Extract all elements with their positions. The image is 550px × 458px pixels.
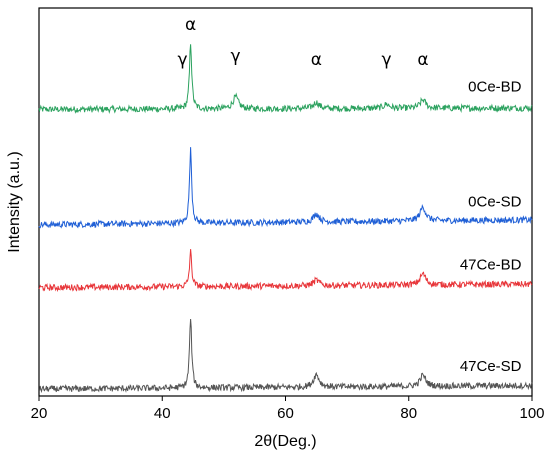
peak-annotation: α: [417, 50, 428, 70]
x-tick-label: 80: [400, 405, 417, 422]
series-label: 47Ce-BD: [460, 257, 522, 274]
x-axis-title: 2θ(Deg.): [254, 433, 316, 450]
peak-annotation: γ: [231, 47, 241, 67]
peak-annotation: γ: [382, 50, 392, 70]
series-label: 0Ce-SD: [468, 194, 522, 211]
series-layer: [38, 44, 533, 394]
x-tick-label: 100: [519, 405, 544, 422]
series-line-47ce-bd: [38, 249, 533, 293]
peak-annotation: α: [311, 50, 322, 70]
x-tick-label: 60: [277, 405, 294, 422]
peak-annotations: αγ γ α γ α: [178, 15, 429, 70]
series-line-0ce-bd: [38, 44, 533, 114]
peak-annotation: α: [185, 15, 196, 35]
x-tick-label: 40: [154, 405, 171, 422]
plot-frame: [38, 7, 533, 397]
series-label: 47Ce-SD: [460, 358, 522, 375]
series-labels: 0Ce-BD 0Ce-SD 47Ce-BD 47Ce-SD: [460, 78, 522, 375]
series-line-47ce-sd: [38, 318, 533, 394]
x-tick-label: 20: [31, 405, 48, 422]
y-axis-title: Intensity (a.u.): [6, 151, 23, 252]
series-label: 0Ce-BD: [468, 78, 522, 95]
peak-annotation: γ: [178, 50, 188, 70]
series-line-0ce-sd: [38, 147, 533, 229]
x-axis: 20 40 60 80 100: [31, 396, 545, 422]
